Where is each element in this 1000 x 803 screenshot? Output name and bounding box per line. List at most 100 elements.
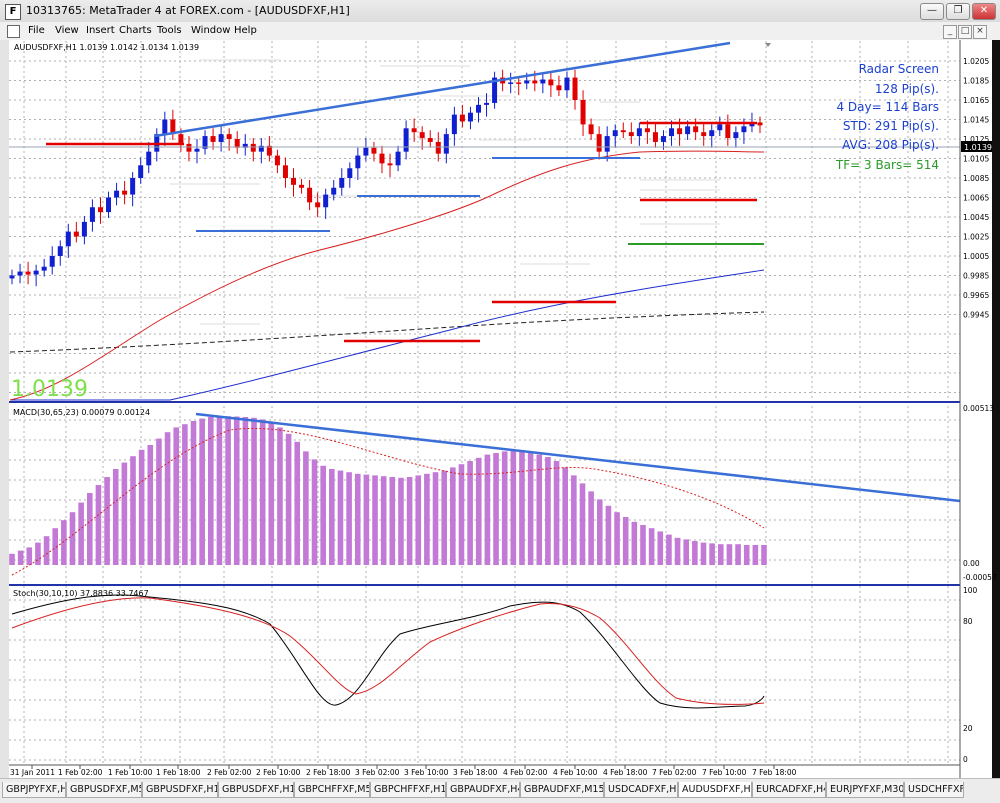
chart-tab[interactable]: GBPCHFFXF,H1	[370, 782, 446, 798]
macd-bar	[69, 512, 76, 565]
restore-button[interactable]: ❐	[946, 3, 970, 20]
menu-window[interactable]: Window	[191, 25, 231, 36]
macd-bar	[104, 477, 110, 565]
price-pane	[9, 41, 960, 401]
macd-bar	[389, 477, 396, 565]
stoch-header: Stoch(30,10,10) 37.8836 33.7467	[13, 589, 149, 598]
metatrader-app-icon: F	[5, 4, 21, 20]
candle-body	[451, 114, 457, 135]
macd-bar	[285, 433, 292, 565]
macd-bar	[432, 472, 439, 565]
menu-tools[interactable]: Tools	[157, 25, 182, 36]
macd-bar	[657, 531, 664, 565]
mdi-close-button[interactable]: ×	[973, 25, 987, 39]
macd-bar	[156, 438, 162, 565]
price-axis-label: 1.0045	[963, 213, 989, 222]
candle-body	[628, 132, 634, 137]
radar-bars: 4 Day= 114 Bars	[836, 100, 939, 114]
chart-tab[interactable]: GBPJPYFXF,H1	[2, 782, 66, 798]
macd-bar	[484, 454, 491, 565]
candle-body	[25, 271, 31, 275]
chart-tab-bar: GBPJPYFXF,H1GBPUSDFXF,M5GBPUSDFXF,H1GBPU…	[0, 778, 1000, 803]
close-button[interactable]: ✕	[972, 3, 996, 20]
mdi-restore-button[interactable]: □	[958, 25, 972, 39]
chart-tab[interactable]: EURCADFXF,H4	[752, 782, 826, 798]
candle-body	[339, 178, 345, 188]
macd-bar	[579, 483, 586, 565]
candle-body	[274, 155, 280, 166]
macd-bar	[303, 451, 309, 565]
chart-tab[interactable]: EURJPYFXF,M30	[826, 782, 904, 798]
macd-header: MACD(30,65,23) 0.00079 0.00124	[13, 408, 150, 417]
title-bar: F 10313765: MetaTrader 4 at FOREX.com - …	[0, 0, 1000, 23]
candle-body	[122, 190, 128, 195]
time-axis-label: 31 Jan 2011	[10, 768, 55, 777]
candle-body	[652, 132, 658, 142]
chart-tab[interactable]: GBPUSDFXF,H1	[218, 782, 294, 798]
slow-ma-line	[9, 311, 765, 353]
menu-file[interactable]: File	[28, 25, 45, 36]
upper-trendline	[154, 41, 731, 138]
macd-bar	[406, 477, 413, 565]
window-title: 10313765: MetaTrader 4 at FOREX.com - [A…	[26, 4, 350, 17]
macd-bar	[622, 517, 629, 565]
macd-bar	[441, 470, 447, 565]
candle-body	[130, 178, 136, 195]
candle-body	[218, 134, 224, 142]
chart-tab[interactable]: GBPAUDFXF,M15	[520, 782, 604, 798]
macd-bar	[86, 493, 93, 565]
candle-body	[170, 119, 176, 135]
candle-body	[636, 128, 642, 137]
macd-bar	[268, 422, 275, 565]
macd-bar	[596, 499, 603, 565]
macd-bar	[320, 465, 326, 565]
candle-body	[427, 138, 433, 142]
candle-body	[484, 102, 490, 105]
macd-bar	[571, 475, 577, 565]
macd-bar	[588, 491, 594, 565]
minimize-button[interactable]: —	[920, 3, 944, 20]
mdi-minimize-button[interactable]: _	[943, 25, 957, 39]
macd-bar	[294, 441, 301, 565]
candle-body	[596, 134, 602, 152]
chart-tab[interactable]: GBPCHFFXF,M5	[294, 782, 370, 798]
candle-body	[234, 139, 240, 148]
chart-tab[interactable]: AUDUSDFXF,H4	[678, 782, 752, 798]
stoch-axis-label: 100	[963, 586, 978, 595]
menu-charts[interactable]: Charts	[119, 25, 152, 36]
candle-body	[363, 147, 369, 156]
candle-body	[202, 136, 208, 149]
price-axis-label: 1.0085	[963, 174, 989, 183]
menu-help[interactable]: Help	[234, 25, 257, 36]
candle-body	[475, 104, 481, 113]
candle-body	[492, 77, 498, 103]
macd-bar	[415, 475, 422, 565]
price-axis-label: 0.9945	[963, 311, 989, 320]
menu-view[interactable]: View	[55, 25, 79, 36]
chart-canvas[interactable]	[9, 40, 960, 788]
candle-body	[331, 187, 337, 195]
chart-tab[interactable]: USDCADFXF,H1	[604, 782, 678, 798]
macd-bar	[138, 449, 145, 565]
macd-bar	[450, 467, 456, 565]
chart-tab[interactable]: GBPAUDFXF,H4	[446, 782, 520, 798]
macd-bar	[458, 464, 465, 565]
candle-body	[250, 143, 256, 152]
chart-tab[interactable]: USDCHFFXF	[904, 782, 964, 798]
macd-bar	[527, 453, 534, 565]
menu-insert[interactable]: Insert	[86, 25, 115, 36]
macd-bar	[216, 416, 223, 565]
macd-bar	[259, 419, 266, 565]
price-axis-label: 1.0145	[963, 116, 989, 125]
chart-tab[interactable]: GBPUSDFXF,M5	[66, 782, 142, 798]
shift-marker	[765, 43, 771, 47]
macd-bar	[735, 544, 741, 565]
macd-bar	[761, 545, 767, 565]
stoch-signal-line	[11, 597, 765, 705]
candle-body	[580, 100, 586, 125]
time-axis-label: 4 Feb 02:00	[503, 768, 548, 777]
current-price-label: 1.0139	[964, 143, 992, 152]
chart-tab[interactable]: GBPUSDFXF,H1	[142, 782, 218, 798]
macd-bar	[510, 450, 517, 565]
